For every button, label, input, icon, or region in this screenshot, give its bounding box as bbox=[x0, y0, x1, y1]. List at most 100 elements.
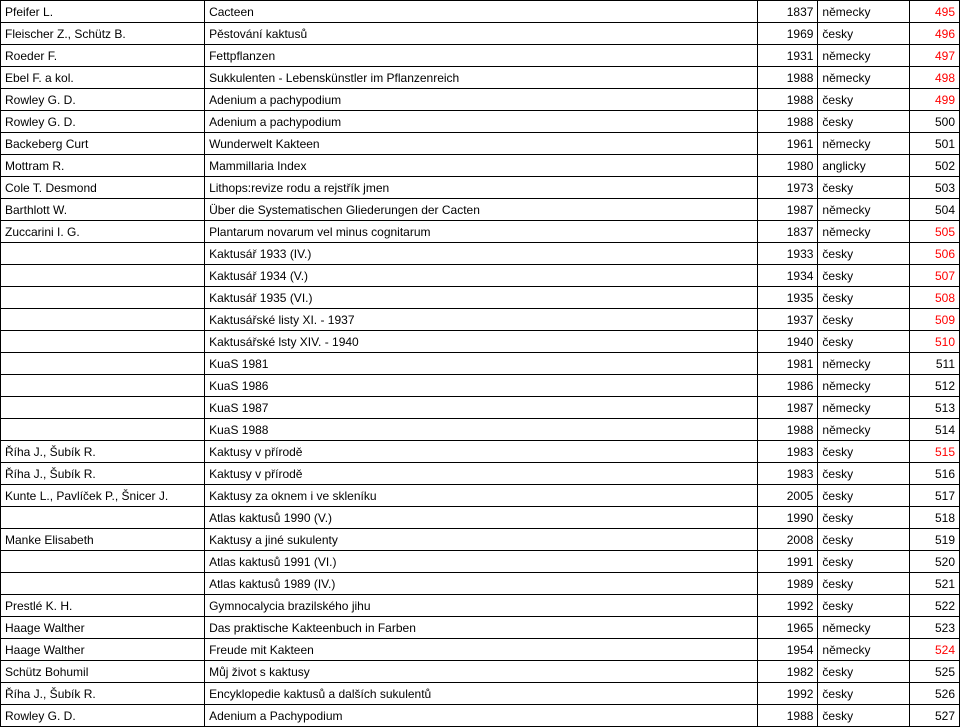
language-cell: německy bbox=[818, 419, 909, 441]
language-cell: česky bbox=[818, 309, 909, 331]
author-cell: Říha J., Šubík R. bbox=[1, 683, 205, 705]
year-cell: 1987 bbox=[757, 199, 818, 221]
table-row: KuaS 19811981německy511 bbox=[1, 353, 960, 375]
id-cell: 520 bbox=[909, 551, 959, 573]
language-cell: česky bbox=[818, 485, 909, 507]
title-cell: Kaktusář 1933 (IV.) bbox=[205, 243, 758, 265]
author-cell bbox=[1, 375, 205, 397]
year-cell: 1992 bbox=[757, 683, 818, 705]
id-cell: 522 bbox=[909, 595, 959, 617]
year-cell: 1937 bbox=[757, 309, 818, 331]
language-cell: česky bbox=[818, 705, 909, 727]
author-cell bbox=[1, 265, 205, 287]
language-cell: česky bbox=[818, 89, 909, 111]
author-cell: Haage Walther bbox=[1, 617, 205, 639]
table-row: Pfeifer L.Cacteen1837německy495 bbox=[1, 1, 960, 23]
year-cell: 1935 bbox=[757, 287, 818, 309]
title-cell: Lithops:revize rodu a rejstřík jmen bbox=[205, 177, 758, 199]
id-cell: 496 bbox=[909, 23, 959, 45]
id-cell: 515 bbox=[909, 441, 959, 463]
title-cell: Mammillaria Index bbox=[205, 155, 758, 177]
title-cell: Kaktusář 1934 (V.) bbox=[205, 265, 758, 287]
table-row: Cole T. DesmondLithops:revize rodu a rej… bbox=[1, 177, 960, 199]
language-cell: německy bbox=[818, 353, 909, 375]
table-row: Kaktusář 1934 (V.)1934česky507 bbox=[1, 265, 960, 287]
table-row: Kaktusář 1933 (IV.)1933česky506 bbox=[1, 243, 960, 265]
language-cell: německy bbox=[818, 397, 909, 419]
author-cell: Rowley G. D. bbox=[1, 705, 205, 727]
table-row: Manke ElisabethKaktusy a jiné sukulenty2… bbox=[1, 529, 960, 551]
language-cell: německy bbox=[818, 199, 909, 221]
title-cell: Sukkulenten - Lebenskünstler im Pflanzen… bbox=[205, 67, 758, 89]
id-cell: 525 bbox=[909, 661, 959, 683]
year-cell: 1837 bbox=[757, 221, 818, 243]
id-cell: 505 bbox=[909, 221, 959, 243]
table-row: Haage WaltherFreude mit Kakteen1954němec… bbox=[1, 639, 960, 661]
title-cell: Můj život s kaktusy bbox=[205, 661, 758, 683]
year-cell: 1969 bbox=[757, 23, 818, 45]
author-cell: Mottram R. bbox=[1, 155, 205, 177]
id-cell: 506 bbox=[909, 243, 959, 265]
language-cell: česky bbox=[818, 265, 909, 287]
id-cell: 495 bbox=[909, 1, 959, 23]
author-cell bbox=[1, 287, 205, 309]
id-cell: 500 bbox=[909, 111, 959, 133]
author-cell bbox=[1, 573, 205, 595]
language-cell: německy bbox=[818, 639, 909, 661]
title-cell: Cacteen bbox=[205, 1, 758, 23]
author-cell bbox=[1, 243, 205, 265]
year-cell: 1940 bbox=[757, 331, 818, 353]
author-cell: Říha J., Šubík R. bbox=[1, 441, 205, 463]
id-cell: 513 bbox=[909, 397, 959, 419]
id-cell: 510 bbox=[909, 331, 959, 353]
table-row: Prestlé K. H.Gymnocalycia brazilského ji… bbox=[1, 595, 960, 617]
title-cell: Gymnocalycia brazilského jihu bbox=[205, 595, 758, 617]
language-cell: česky bbox=[818, 683, 909, 705]
id-cell: 499 bbox=[909, 89, 959, 111]
year-cell: 1965 bbox=[757, 617, 818, 639]
title-cell: Wunderwelt Kakteen bbox=[205, 133, 758, 155]
language-cell: německy bbox=[818, 617, 909, 639]
table-row: Rowley G. D.Adenium a pachypodium1988čes… bbox=[1, 89, 960, 111]
author-cell bbox=[1, 507, 205, 529]
year-cell: 1954 bbox=[757, 639, 818, 661]
language-cell: česky bbox=[818, 661, 909, 683]
id-cell: 512 bbox=[909, 375, 959, 397]
id-cell: 501 bbox=[909, 133, 959, 155]
title-cell: Kaktusářské lsty XIV. - 1940 bbox=[205, 331, 758, 353]
author-cell: Schütz Bohumil bbox=[1, 661, 205, 683]
table-row: Ebel F. a kol.Sukkulenten - Lebenskünstl… bbox=[1, 67, 960, 89]
author-cell: Zuccarini I. G. bbox=[1, 221, 205, 243]
table-row: Říha J., Šubík R.Encyklopedie kaktusů a … bbox=[1, 683, 960, 705]
year-cell: 1988 bbox=[757, 419, 818, 441]
language-cell: česky bbox=[818, 287, 909, 309]
table-row: KuaS 19861986německy512 bbox=[1, 375, 960, 397]
id-cell: 498 bbox=[909, 67, 959, 89]
title-cell: KuaS 1981 bbox=[205, 353, 758, 375]
author-cell: Roeder F. bbox=[1, 45, 205, 67]
year-cell: 1989 bbox=[757, 573, 818, 595]
year-cell: 1988 bbox=[757, 67, 818, 89]
author-cell: Backeberg Curt bbox=[1, 133, 205, 155]
year-cell: 1991 bbox=[757, 551, 818, 573]
year-cell: 1983 bbox=[757, 463, 818, 485]
id-cell: 502 bbox=[909, 155, 959, 177]
language-cell: anglicky bbox=[818, 155, 909, 177]
title-cell: Adenium a Pachypodium bbox=[205, 705, 758, 727]
title-cell: Adenium a pachypodium bbox=[205, 89, 758, 111]
author-cell bbox=[1, 551, 205, 573]
title-cell: Adenium a pachypodium bbox=[205, 111, 758, 133]
year-cell: 1980 bbox=[757, 155, 818, 177]
title-cell: KuaS 1988 bbox=[205, 419, 758, 441]
table-row: Barthlott W.Über die Systematischen Glie… bbox=[1, 199, 960, 221]
language-cell: česky bbox=[818, 441, 909, 463]
id-cell: 516 bbox=[909, 463, 959, 485]
author-cell: Ebel F. a kol. bbox=[1, 67, 205, 89]
year-cell: 1973 bbox=[757, 177, 818, 199]
language-cell: česky bbox=[818, 331, 909, 353]
id-cell: 497 bbox=[909, 45, 959, 67]
language-cell: německy bbox=[818, 45, 909, 67]
language-cell: česky bbox=[818, 507, 909, 529]
id-cell: 508 bbox=[909, 287, 959, 309]
id-cell: 517 bbox=[909, 485, 959, 507]
